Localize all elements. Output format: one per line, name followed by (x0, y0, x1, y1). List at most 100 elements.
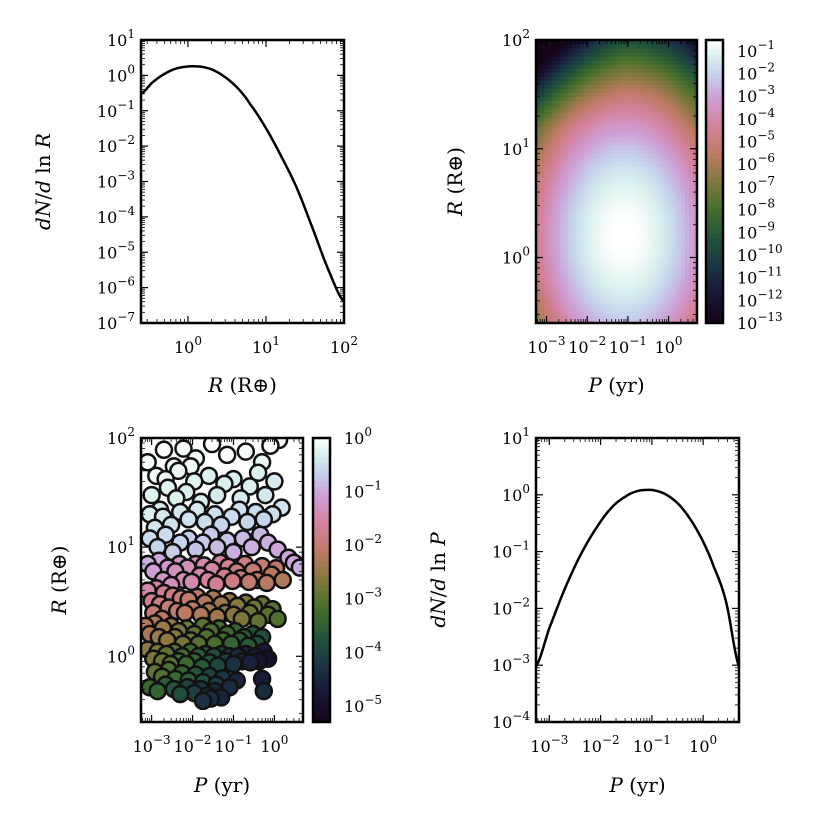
heatmap-cell (580, 56, 585, 61)
heatmap-cell (684, 318, 690, 323)
heatmap-cell (588, 80, 593, 86)
heatmap-cell (660, 84, 666, 90)
heatmap-cell (672, 104, 678, 110)
heatmap-cell (660, 124, 666, 130)
x-axis-label: P (yr) (587, 373, 644, 397)
heatmap-cell (540, 165, 545, 170)
colorbar-segment (313, 674, 330, 680)
heatmap-cell (628, 230, 634, 235)
heatmap-cell (652, 44, 658, 49)
heatmap-cell (568, 96, 573, 102)
heatmap-cell (664, 193, 670, 199)
colorbar-segment (313, 523, 330, 529)
heatmap-cell (628, 112, 634, 118)
heatmap-cell (656, 250, 662, 255)
heatmap-cell (600, 193, 606, 199)
heatmap-cell (544, 153, 549, 158)
heatmap-cell (556, 221, 561, 227)
heatmap-cell (640, 258, 646, 263)
colorbar-segment (313, 504, 330, 510)
heatmap-cell (584, 197, 589, 203)
heatmap-cell (608, 112, 614, 118)
heatmap-cell (572, 44, 577, 49)
heatmap-cell (616, 108, 622, 114)
heatmap-cell (608, 266, 614, 272)
heatmap-cell (556, 76, 561, 82)
heatmap-cell (536, 104, 541, 110)
heatmap-cell (560, 72, 565, 77)
heatmap-cell (556, 165, 561, 170)
heatmap-cell (640, 181, 646, 187)
heatmap-cell (604, 88, 610, 94)
heatmap-cell (636, 84, 642, 90)
heatmap-cell (552, 230, 557, 235)
heatmap-cell (576, 270, 581, 276)
heatmap-cell (580, 64, 585, 69)
heatmap-cell (544, 302, 549, 308)
heatmap-cell (560, 209, 565, 215)
heatmap-cell (556, 60, 561, 65)
heatmap-cell (624, 193, 630, 199)
heatmap-cell (540, 298, 545, 304)
heatmap-cell (588, 217, 593, 223)
heatmap-cell (568, 145, 573, 150)
heatmap-cell (684, 40, 690, 45)
heatmap-cell (568, 298, 573, 304)
heatmap-cell (588, 234, 593, 239)
heatmap-cell (676, 286, 682, 292)
heatmap-cell (544, 145, 549, 150)
heatmap-cell (604, 185, 610, 191)
heatmap-cell (692, 108, 697, 114)
heatmap-cell (620, 294, 626, 300)
scatter-point (207, 485, 227, 505)
heatmap-cell (592, 201, 597, 207)
heatmap-cell (572, 169, 577, 175)
heatmap-cell (676, 262, 682, 267)
heatmap-cell (680, 92, 686, 98)
heatmap-cell (552, 88, 557, 94)
heatmap-cell (584, 128, 589, 134)
heatmap-cell (688, 282, 694, 288)
heatmap-cell (588, 88, 593, 94)
y-tick-label: 10−6 (97, 275, 135, 298)
heatmap-cell (672, 96, 678, 102)
heatmap-cell (676, 278, 682, 284)
heatmap-cell (536, 145, 541, 150)
heatmap-cell (608, 68, 614, 73)
heatmap-cell (556, 68, 561, 73)
heatmap-cell (660, 262, 666, 267)
heatmap-cell (600, 132, 606, 138)
heatmap-cell (668, 161, 674, 166)
heatmap-cell (576, 44, 581, 49)
heatmap-cell (632, 258, 638, 263)
heatmap-cell (652, 302, 658, 308)
heatmap-cell (692, 181, 697, 187)
heatmap-cell (684, 52, 690, 57)
heatmap-cell (596, 185, 601, 191)
heatmap-cell (616, 165, 622, 170)
heatmap-cell (648, 165, 654, 170)
heatmap-cell (628, 318, 634, 323)
heatmap-cell (636, 177, 642, 183)
heatmap-cell (564, 100, 569, 106)
heatmap-cell (596, 137, 601, 142)
heatmap-cell (648, 230, 654, 235)
heatmap-cell (600, 185, 606, 191)
heatmap-cell (536, 149, 541, 154)
heatmap-cell (544, 68, 549, 73)
heatmap-cell (588, 286, 593, 292)
heatmap-cell (612, 290, 618, 296)
heatmap-cell (580, 193, 585, 199)
heatmap-cell (664, 157, 670, 162)
heatmap-cell (624, 250, 630, 255)
heatmap-cell (544, 193, 549, 199)
heatmap-cell (584, 310, 589, 316)
heatmap-cell (612, 68, 618, 73)
heatmap-cell (636, 217, 642, 223)
heatmap-cell (676, 169, 682, 175)
heatmap-cell (556, 189, 561, 195)
heatmap-cell (672, 112, 678, 118)
heatmap-cell (556, 234, 561, 239)
heatmap-cell (612, 266, 618, 272)
